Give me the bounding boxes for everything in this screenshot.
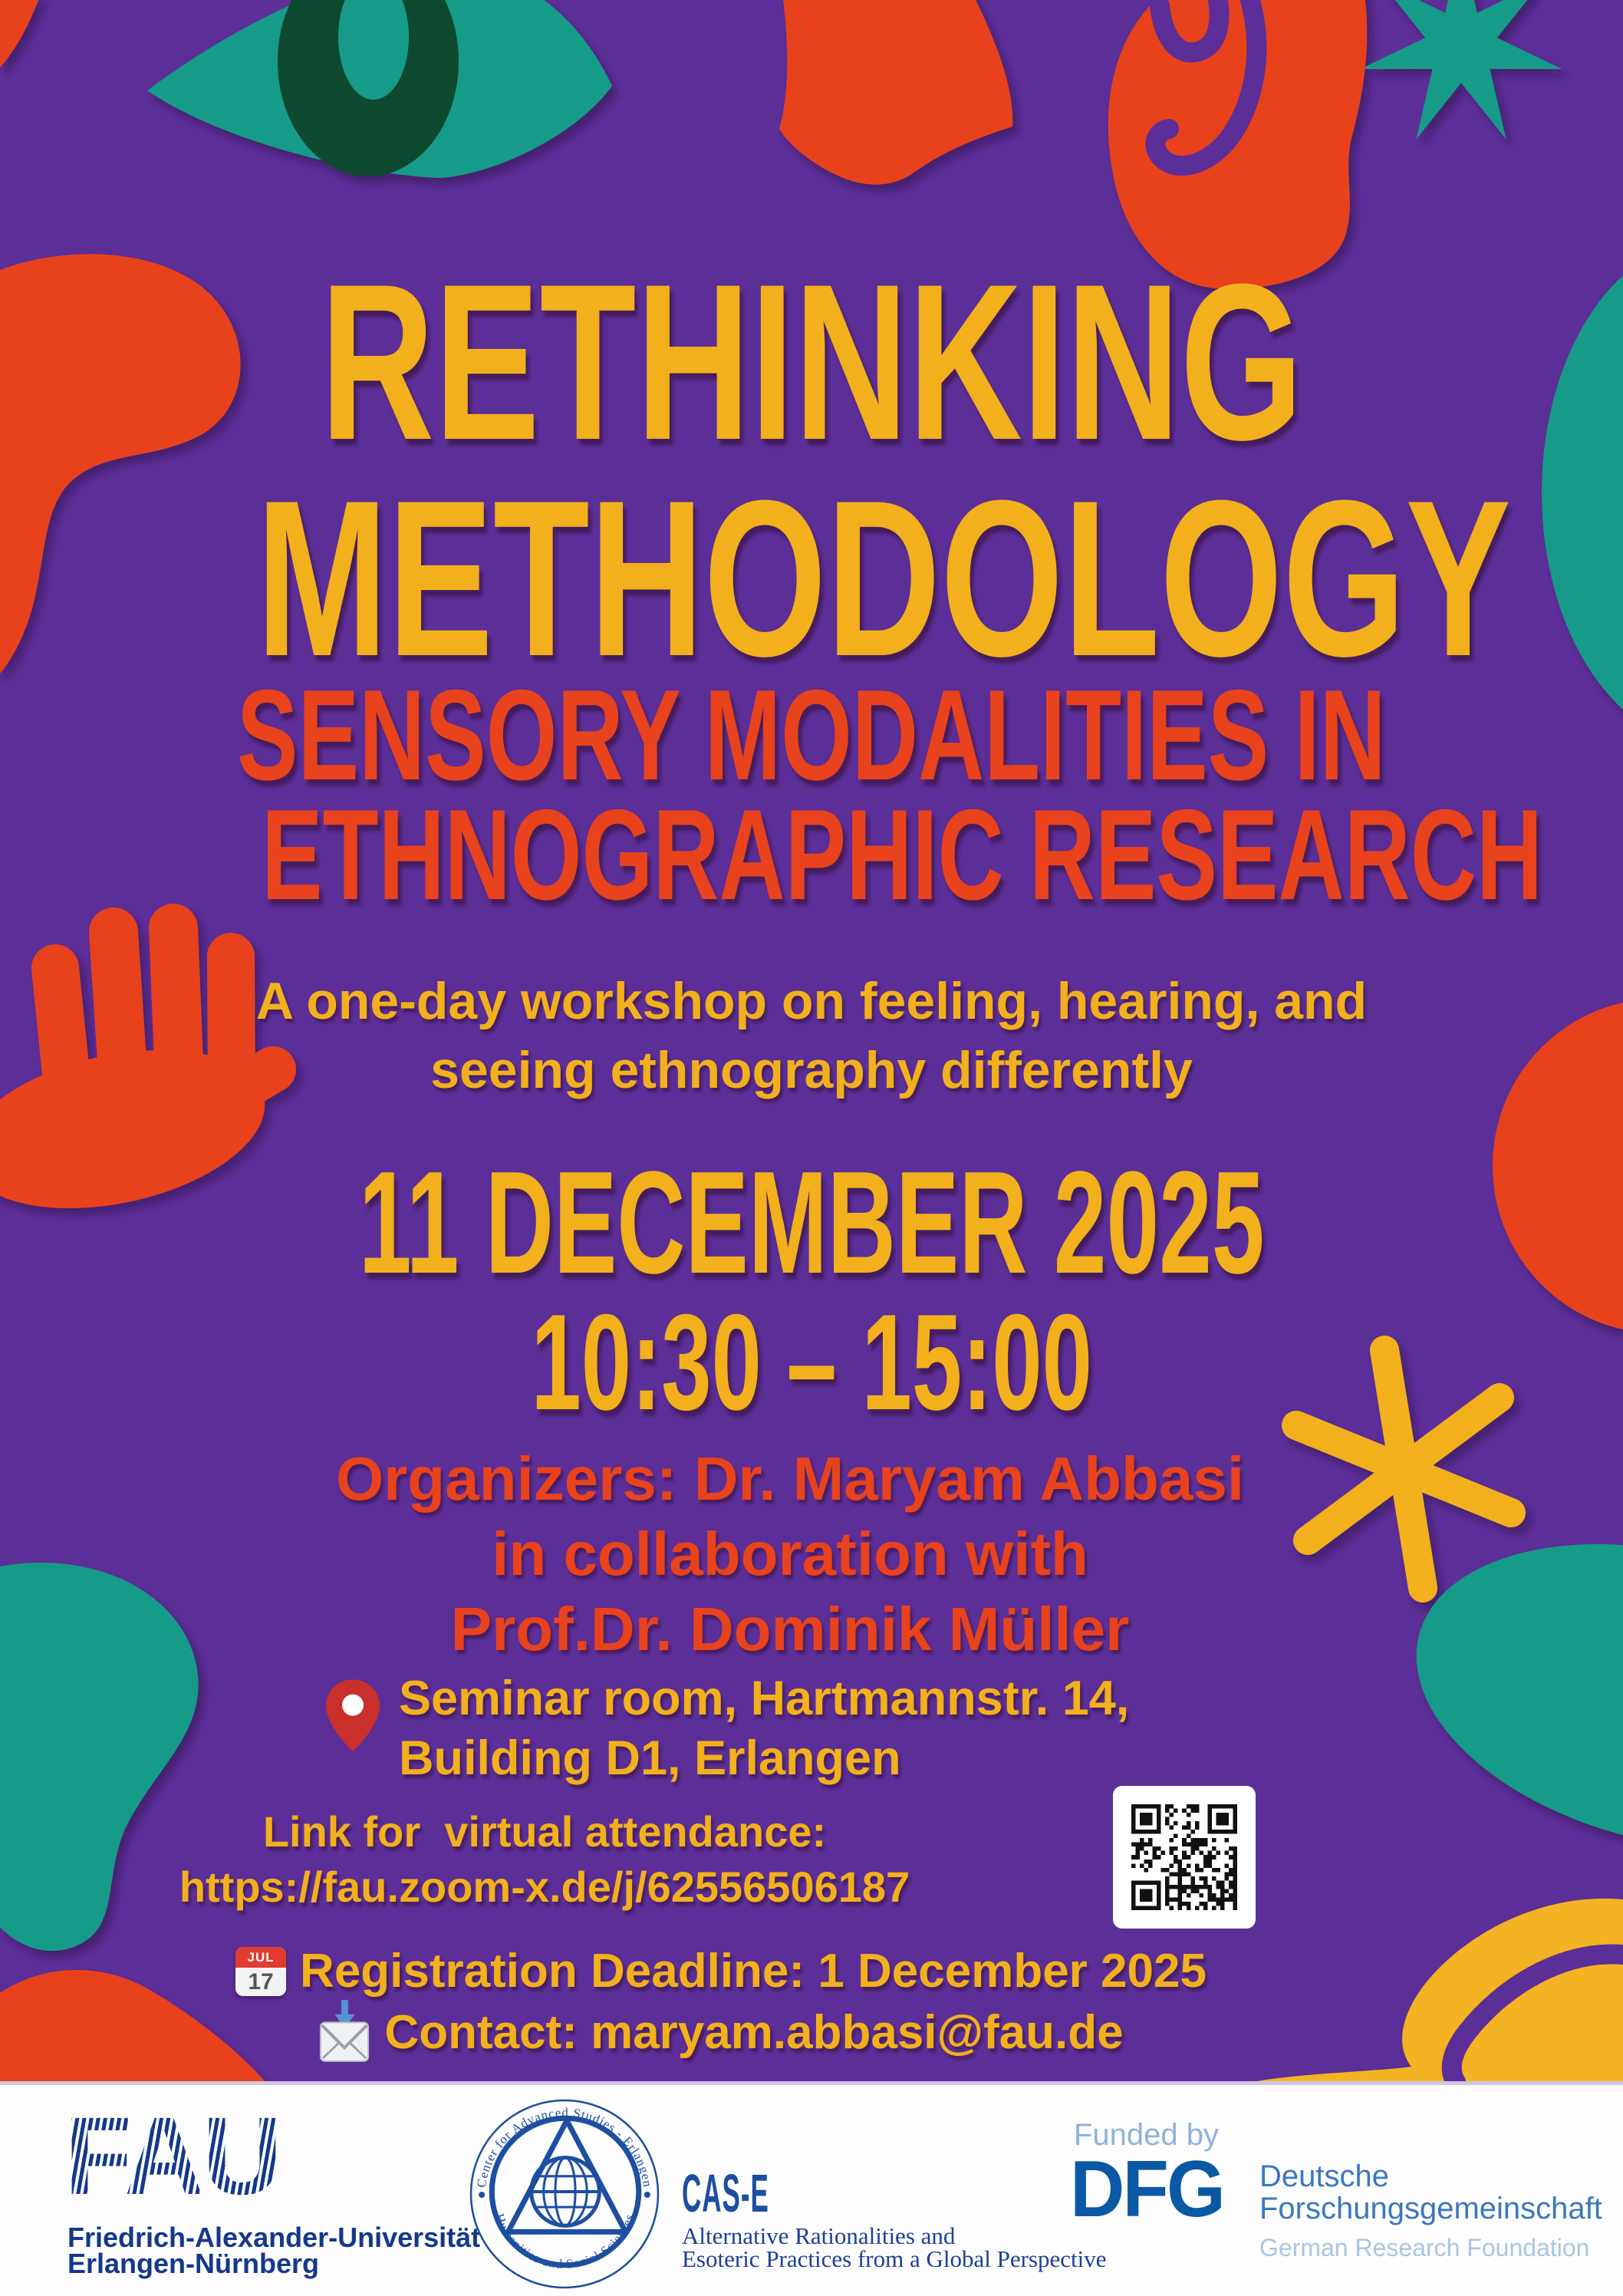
tagline-line2: seeing ethnography differently xyxy=(430,1041,1193,1099)
contact-email[interactable]: Contact: maryam.abbasi@fau.de xyxy=(384,2006,1124,2059)
location-line2: Building D1, Erlangen xyxy=(399,1731,901,1785)
location-line1: Seminar room, Hartmannstr. 14, xyxy=(399,1672,1130,1725)
fau-name-line2: Erlangen-Nürnberg xyxy=(67,2248,320,2279)
starburst-icon xyxy=(1360,0,1562,140)
blob-teal-right-upper xyxy=(1542,275,1623,710)
blob-red-right xyxy=(1493,1003,1623,1329)
dfg-name-german: Deutsche Forschungsgemeinschaft xyxy=(1259,2160,1602,2225)
subtitle-line1: SENSORY MODALITIES IN xyxy=(237,663,1386,807)
tagline-line1: A one-day workshop on feeling, hearing, … xyxy=(255,972,1368,1030)
footer-logos-bar: FAU Friedrich-Alexander-Universität Erla… xyxy=(0,2081,1623,2296)
event-date: 11 DECEMBER 2025 xyxy=(358,1141,1265,1304)
organizers-line2: in collaboration with xyxy=(492,1520,1088,1588)
blob-red-left xyxy=(0,254,241,674)
hand-icon xyxy=(0,904,296,1209)
calendar-icon-day: 17 xyxy=(248,1968,274,1995)
blob-teal-left xyxy=(0,1563,199,1952)
title-line1: RETHINKING xyxy=(320,238,1303,486)
organizers-line1: Organizers: Dr. Maryam Abbasi xyxy=(335,1444,1245,1513)
dfg-name-line1: Deutsche xyxy=(1259,2159,1389,2193)
cas-e-acronym: CAS-E xyxy=(682,2163,769,2223)
subtitle-line2: ETHNOGRAPHIC RESEARCH xyxy=(262,782,1543,927)
calendar-icon-month: JUL xyxy=(235,1947,287,1968)
comma-shape-icon xyxy=(779,0,1013,185)
event-time: 10:30 – 15:00 xyxy=(531,1286,1092,1438)
qr-code xyxy=(1113,1786,1256,1929)
funded-by-label: Funded by xyxy=(1074,2118,1220,2152)
cas-e-subtitle-line1: Alternative Rationalities and xyxy=(682,2222,956,2249)
title-line2: METHODOLOGY xyxy=(256,454,1511,703)
ear-icon xyxy=(1108,0,1368,289)
organizers-line3: Prof.Dr. Dominik Müller xyxy=(450,1595,1130,1663)
cas-e-subtitle-line2: Esoteric Practices from a Global Perspec… xyxy=(682,2245,1107,2272)
asterisk-icon xyxy=(1282,1336,1526,1603)
eye-shape-icon xyxy=(147,0,612,178)
fau-logo: FAU xyxy=(64,2094,282,2218)
blob-red-hill xyxy=(0,1969,265,2082)
location-pin-icon xyxy=(326,1679,380,1751)
virtual-attendance-label: Link for virtual attendance: xyxy=(262,1807,827,1856)
virtual-attendance-url[interactable]: https://fau.zoom-x.de/j/62556506187 xyxy=(179,1863,910,1911)
registration-row: JUL 17 Registration Deadline: 1 December… xyxy=(0,1939,1442,2004)
cas-e-seal-logo: Center for Advanced Studies - Erlangen H… xyxy=(469,2099,660,2289)
registration-deadline: Registration Deadline: 1 December 2025 xyxy=(300,1945,1207,1998)
lips-icon xyxy=(1252,1898,1623,2092)
dfg-logo: DFG xyxy=(1070,2145,1226,2234)
dfg-name-english: German Research Foundation xyxy=(1259,2234,1590,2261)
fau-name-line1: Friedrich-Alexander-Universität xyxy=(67,2222,481,2253)
calendar-icon: JUL 17 xyxy=(235,1947,287,1996)
contact-row: Contact: maryam.abbasi@fau.de xyxy=(0,1998,1442,2068)
dfg-name-line2: Forschungsgemeinschaft xyxy=(1259,2192,1602,2225)
email-icon xyxy=(320,2000,370,2062)
blob-teal-right-mid xyxy=(1416,1543,1623,1850)
corner-red-sliver xyxy=(0,0,39,68)
